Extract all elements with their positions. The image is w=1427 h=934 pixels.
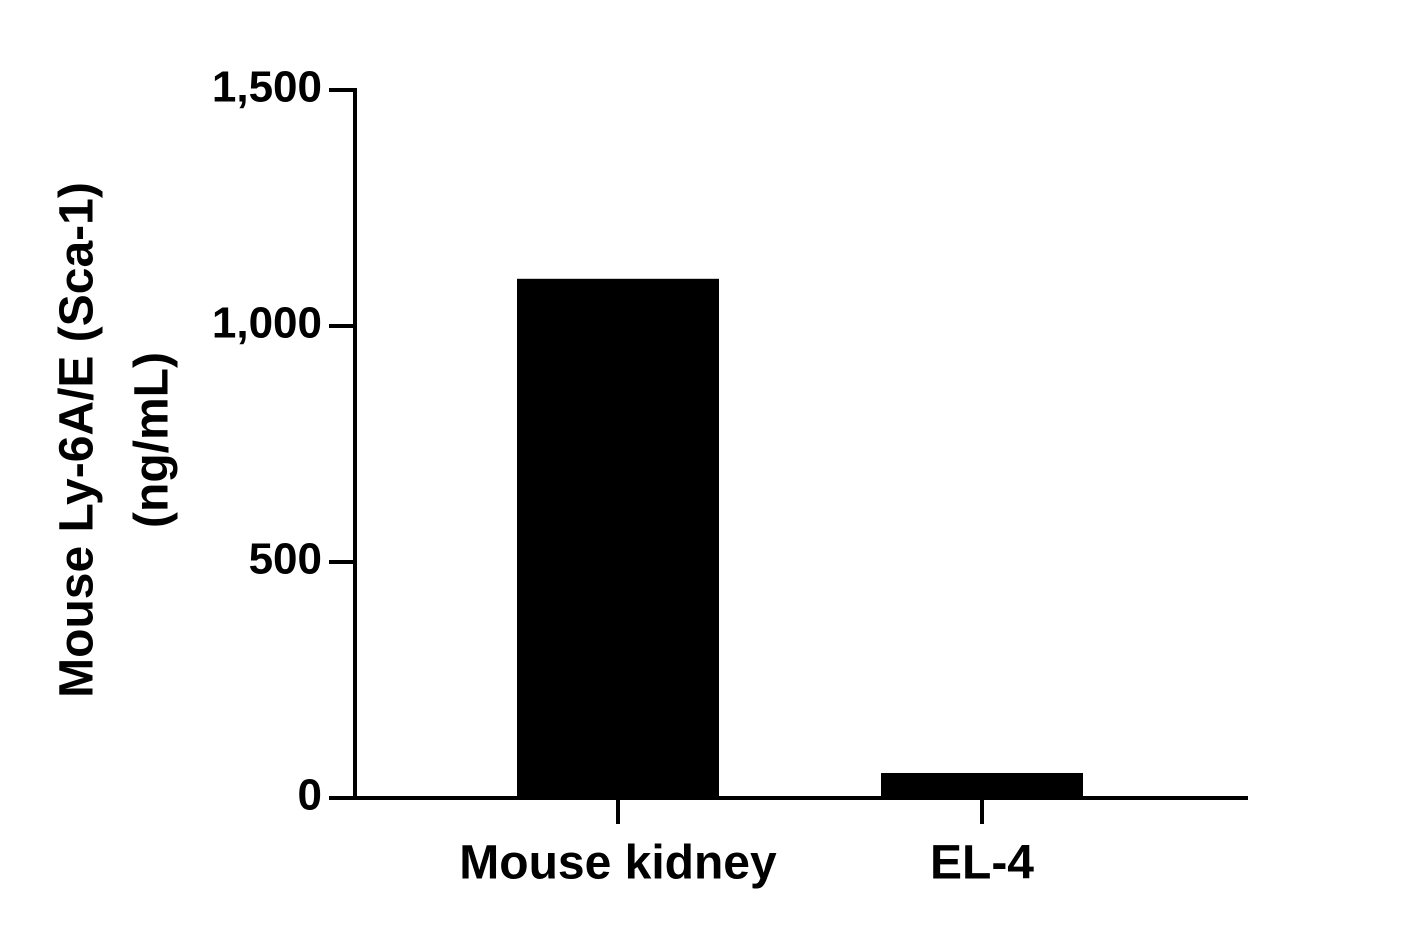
- y-axis-title-line: Mouse Ly-6A/E (Sca-1): [51, 182, 104, 698]
- bar: [881, 772, 1083, 798]
- bar: [517, 278, 719, 798]
- y-axis-title: Mouse Ly-6A/E (Sca-1) (ng/mL): [51, 182, 179, 698]
- y-tick-label: 500: [249, 535, 322, 584]
- y-tick-label: 0: [298, 771, 322, 820]
- x-tick-label: EL-4: [930, 837, 1034, 890]
- y-tick-label: 1,000: [212, 299, 322, 348]
- y-tick-label: 1,500: [212, 63, 322, 112]
- x-tick-label: Mouse kidney: [459, 837, 777, 890]
- y-axis-title-line: (ng/mL): [126, 352, 179, 528]
